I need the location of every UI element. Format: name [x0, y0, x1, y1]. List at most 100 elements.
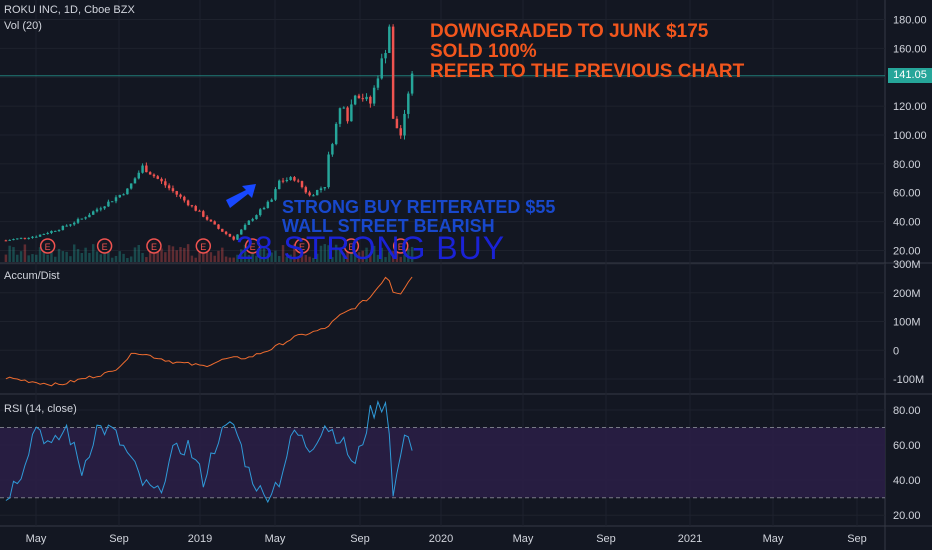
volume-bar — [285, 256, 289, 262]
candle-body — [319, 188, 323, 191]
volume-bar — [293, 244, 296, 262]
earnings-marker — [195, 238, 212, 254]
volume-bar — [167, 245, 171, 262]
x-tick-label: May — [763, 533, 784, 545]
volume-bar — [50, 248, 53, 262]
accum-dist-label: Accum/Dist — [4, 270, 60, 282]
volume-bar — [61, 251, 65, 262]
candle-body — [198, 210, 201, 212]
y-tick-label: 300M — [893, 259, 921, 271]
candle-body — [327, 154, 330, 188]
candle-body — [369, 96, 372, 104]
candle-body — [80, 218, 84, 220]
candle-body — [19, 237, 23, 239]
volume-bar — [319, 245, 323, 262]
volume-bar — [99, 254, 103, 262]
y-tick-label: 100M — [893, 317, 921, 329]
candle-body — [183, 196, 186, 201]
y-tick-label: 20.00 — [893, 245, 921, 257]
volume-bar — [327, 245, 330, 262]
volume-bar — [145, 257, 148, 262]
x-tick-label: May — [265, 533, 286, 545]
candle-body — [380, 58, 383, 79]
volume-bar — [202, 247, 205, 262]
y-tick-label: 180.00 — [893, 15, 927, 27]
candle-body — [361, 98, 364, 100]
candle-body — [95, 209, 99, 212]
volume-bar — [107, 246, 110, 262]
candle-body — [91, 211, 95, 215]
volume-bar — [205, 252, 209, 262]
volume-bar — [19, 251, 23, 262]
candle-body — [403, 113, 406, 136]
candle-body — [259, 209, 262, 216]
volume-bar — [69, 256, 72, 262]
volume-label: Vol (20) — [4, 20, 42, 32]
volume-bar — [84, 247, 87, 262]
volume-bar — [224, 256, 228, 262]
volume-bar — [198, 252, 201, 262]
volume-bar — [23, 244, 27, 262]
volume-bar — [308, 256, 311, 262]
volume-bar — [194, 257, 197, 262]
volume-bar — [403, 254, 406, 262]
annotation-line: REFER TO THE PREVIOUS CHART — [430, 60, 745, 82]
volume-bar — [209, 252, 213, 262]
candle-body — [35, 236, 38, 238]
volume-bar — [164, 252, 167, 262]
candle-body — [277, 180, 281, 190]
candle-body — [372, 87, 376, 104]
volume-bar — [91, 244, 95, 262]
candle-body — [16, 238, 19, 240]
volume-bar — [179, 247, 182, 262]
volume-bar — [118, 251, 122, 262]
candle-body — [148, 172, 152, 175]
volume-bar — [183, 247, 186, 262]
rsi-line — [5, 399, 413, 504]
candle-body — [281, 180, 285, 182]
candle-body — [205, 216, 209, 220]
earnings-marker-label: E — [299, 242, 305, 252]
candle-body — [346, 107, 349, 122]
volume-bar — [95, 251, 99, 262]
volume-bar — [281, 245, 285, 262]
last-price-tag: 141.05 — [888, 68, 932, 83]
volume-bar — [372, 245, 376, 262]
candle-body — [388, 26, 391, 53]
earnings-marker — [343, 238, 360, 254]
y-tick-label: 80.00 — [893, 405, 921, 417]
volume-bar — [65, 251, 68, 262]
candle-body — [110, 201, 114, 203]
y-tick-label: 40.00 — [893, 475, 921, 487]
candle-body — [391, 26, 395, 119]
candle-body — [331, 144, 334, 155]
volume-bar — [103, 248, 106, 262]
volume-bar — [46, 254, 49, 262]
volume-bar — [376, 254, 380, 262]
candle-body — [186, 200, 190, 206]
volume-bar — [27, 255, 30, 262]
volume-bar — [247, 255, 251, 262]
candle-body — [137, 172, 141, 179]
earnings-marker — [392, 238, 409, 254]
candle-body — [357, 95, 361, 99]
candle-body — [50, 230, 53, 234]
volume-bar — [323, 244, 327, 262]
x-tick-label: 2020 — [429, 533, 453, 545]
candle-body — [312, 195, 315, 197]
volume-bar — [365, 247, 368, 262]
volume-bar — [16, 254, 19, 262]
y-tick-label: 60.00 — [893, 188, 921, 200]
candle-body — [164, 181, 167, 186]
candle-body — [342, 107, 346, 109]
volume-bar — [334, 244, 338, 262]
candle-body — [285, 179, 289, 182]
volume-bar — [410, 246, 414, 262]
volume-bar — [80, 252, 84, 262]
volume-bar — [232, 257, 235, 262]
candle-body — [308, 192, 311, 196]
volume-bar — [407, 248, 410, 262]
candle-body — [156, 176, 159, 179]
candle-body — [99, 208, 103, 210]
